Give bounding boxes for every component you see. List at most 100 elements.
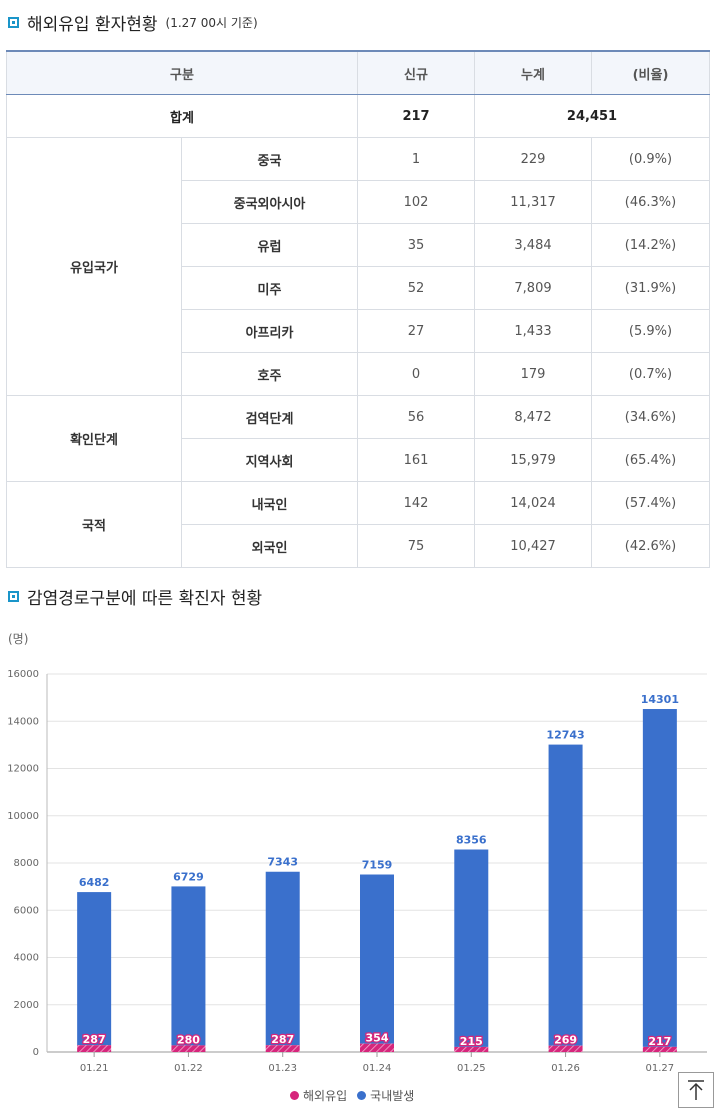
row-new: 161 xyxy=(357,438,476,482)
row-new: 102 xyxy=(357,180,476,224)
row-label: 중국 xyxy=(180,137,359,181)
x-tick-label: 01.24 xyxy=(363,1063,392,1074)
y-tick-label: 0 xyxy=(33,1047,39,1058)
bar-domestic[interactable] xyxy=(265,871,300,1046)
y-tick-label: 16000 xyxy=(7,669,39,680)
row-ratio: (42.6%) xyxy=(591,524,711,568)
section-title-note: (1.27 00시 기준) xyxy=(165,16,258,30)
data-label-domestic: 8356 xyxy=(456,834,487,847)
y-tick-label: 4000 xyxy=(14,953,39,964)
row-cumulative: 7,809 xyxy=(474,266,593,310)
square-bullet-icon xyxy=(8,17,19,28)
row-label: 지역사회 xyxy=(180,438,359,482)
table-row: 국적 내국인 142 14,024 (57.4%) xyxy=(6,481,711,568)
row-new: 27 xyxy=(357,309,476,353)
x-tick-label: 01.23 xyxy=(268,1063,297,1074)
row-new: 75 xyxy=(357,524,476,568)
row-ratio: (0.7%) xyxy=(591,352,711,396)
total-label: 합계 xyxy=(5,94,359,138)
data-label-overseas: 280 xyxy=(177,1033,200,1046)
row-cumulative: 3,484 xyxy=(474,223,593,267)
bar-domestic[interactable] xyxy=(548,744,583,1046)
row-label: 아프리카 xyxy=(180,309,359,353)
x-tick-label: 01.26 xyxy=(551,1063,580,1074)
section-title-infection-route: 감염경로구분에 따른 확진자 현황 xyxy=(8,584,262,609)
data-label-domestic: 7343 xyxy=(267,856,298,869)
x-tick-label: 01.25 xyxy=(457,1063,486,1074)
data-label-overseas: 287 xyxy=(83,1033,106,1046)
y-tick-label: 14000 xyxy=(7,716,39,727)
data-label-domestic: 12743 xyxy=(546,729,584,742)
row-ratio: (57.4%) xyxy=(591,481,711,525)
row-ratio: (0.9%) xyxy=(591,137,711,181)
row-new: 56 xyxy=(357,395,476,439)
legend-label: 국내발생 xyxy=(370,1089,415,1103)
data-label-overseas: 269 xyxy=(554,1034,577,1047)
stacked-bar-chart: 0 2000 4000 6000 8000 10000 12000 14000 16000 01… xyxy=(7,669,707,1074)
square-bullet-icon xyxy=(8,591,19,602)
bar-overseas[interactable] xyxy=(360,1043,394,1052)
row-ratio: (31.9%) xyxy=(591,266,711,310)
table-row: 확인단계 검역단계 56 8,472 (34.6%) xyxy=(6,395,711,482)
bar-overseas[interactable] xyxy=(454,1046,489,1052)
arrow-up-to-top-icon xyxy=(688,1080,704,1100)
row-cumulative: 179 xyxy=(474,352,593,396)
group-label: 국적 xyxy=(6,481,182,568)
row-ratio: (5.9%) xyxy=(591,309,711,353)
row-ratio: (65.4%) xyxy=(591,438,711,482)
bar-domestic[interactable] xyxy=(77,892,112,1046)
section-title-text: 해외유입 환자현황 xyxy=(27,15,158,35)
header-new: 신규 xyxy=(357,50,476,95)
bar-domestic[interactable] xyxy=(360,874,394,1044)
row-cumulative: 15,979 xyxy=(474,438,593,482)
y-tick-label: 2000 xyxy=(14,1000,39,1011)
group-label: 확인단계 xyxy=(6,395,182,482)
table-row: 미주 52 7,809 (31.9%) xyxy=(7,266,711,310)
bar-overseas[interactable] xyxy=(642,1046,677,1052)
row-cumulative: 229 xyxy=(474,137,593,181)
row-label: 유럽 xyxy=(180,223,359,267)
bar-overseas[interactable] xyxy=(265,1045,300,1052)
header-cumulative: 누계 xyxy=(474,50,593,95)
bar-domestic[interactable] xyxy=(454,849,489,1047)
row-cumulative: 11,317 xyxy=(474,180,593,224)
legend-item[interactable]: 국내발생 xyxy=(357,1087,414,1104)
bar-domestic[interactable] xyxy=(642,709,677,1047)
bar-domestic[interactable] xyxy=(171,886,206,1046)
row-label: 검역단계 xyxy=(180,395,359,439)
legend-label: 해외유입 xyxy=(303,1089,348,1103)
data-label-domestic: 7159 xyxy=(362,859,393,872)
row-new: 0 xyxy=(357,352,476,396)
row-ratio: (14.2%) xyxy=(591,223,711,267)
data-label-overseas: 217 xyxy=(648,1035,671,1048)
header-category: 구분 xyxy=(5,50,359,95)
bar-overseas[interactable] xyxy=(548,1045,583,1052)
data-label-domestic: 6482 xyxy=(79,876,110,889)
overseas-cases-table: 구분 신규 누계 (비율) 합계 217 24,451 유입국가 중국 1 22… xyxy=(5,50,711,568)
scroll-to-top-button[interactable] xyxy=(678,1072,714,1108)
data-label-overseas: 215 xyxy=(460,1035,483,1048)
total-new: 217 xyxy=(357,94,476,138)
total-cumulative: 24,451 xyxy=(474,94,711,138)
section-title-overseas: 해외유입 환자현황 (1.27 00시 기준) xyxy=(8,10,258,35)
row-new: 142 xyxy=(357,481,476,525)
header-ratio: (비율) xyxy=(591,50,711,95)
chart-unit-label: (명) xyxy=(8,632,29,646)
data-label-overseas: 287 xyxy=(271,1033,294,1046)
legend-item[interactable]: 해외유입 xyxy=(290,1087,347,1104)
row-new: 35 xyxy=(357,223,476,267)
group-label: 유입국가 xyxy=(6,137,182,396)
table-row-total: 합계 217 24,451 xyxy=(5,94,711,138)
table-row: 중국외아시아 102 11,317 (46.3%) xyxy=(7,180,711,224)
legend-swatch-domestic xyxy=(357,1091,367,1100)
row-label: 내국인 xyxy=(180,481,359,525)
table-row: 아프리카 27 1,433 (5.9%) xyxy=(7,309,711,353)
bar-overseas[interactable] xyxy=(77,1045,112,1052)
row-label: 중국외아시아 xyxy=(180,180,359,224)
bar-overseas[interactable] xyxy=(171,1045,206,1052)
row-cumulative: 8,472 xyxy=(474,395,593,439)
data-label-domestic: 14301 xyxy=(641,693,679,706)
x-tick-label: 01.27 xyxy=(646,1063,675,1074)
section-title-text: 감염경로구분에 따른 확진자 현황 xyxy=(27,589,263,609)
x-tick-label: 01.22 xyxy=(174,1063,203,1074)
